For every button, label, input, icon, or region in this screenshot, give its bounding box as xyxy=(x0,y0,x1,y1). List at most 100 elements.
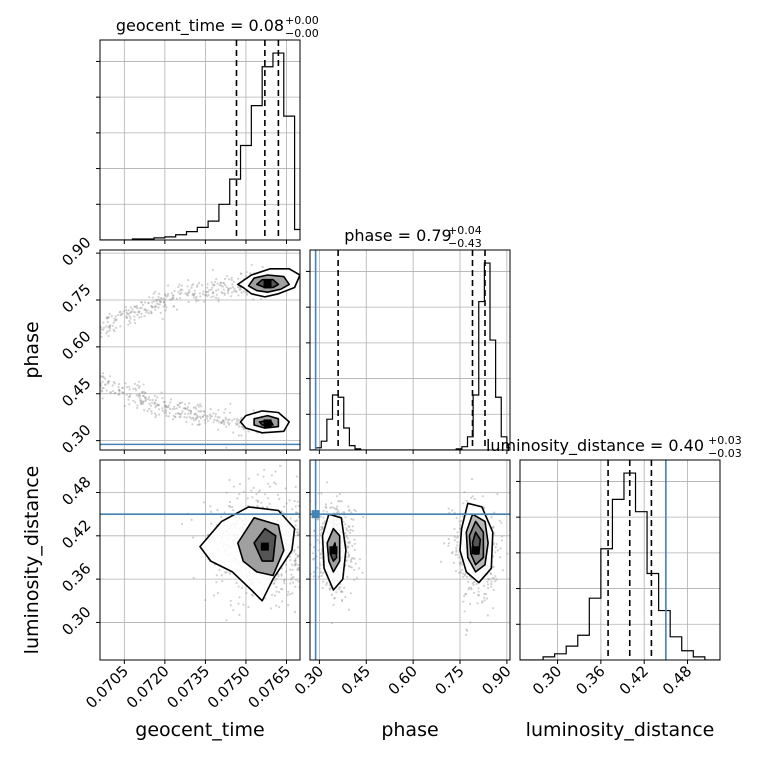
scatter-point xyxy=(297,554,300,557)
scatter-point xyxy=(146,410,149,413)
scatter-point xyxy=(330,593,333,597)
scatter-point xyxy=(198,423,201,426)
scatter-point xyxy=(225,571,228,574)
scatter-point xyxy=(154,399,157,402)
scatter-point xyxy=(93,376,95,378)
scatter-point xyxy=(233,418,236,421)
scatter-point xyxy=(178,402,182,405)
scatter-point xyxy=(212,421,215,424)
scatter-point xyxy=(174,412,177,416)
scatter-point xyxy=(154,308,157,311)
scatter-point xyxy=(227,290,230,293)
scatter-point xyxy=(101,387,104,390)
scatter-point xyxy=(262,475,265,478)
scatter-point xyxy=(222,288,225,291)
scatter-point xyxy=(200,405,203,408)
scatter-point xyxy=(320,528,323,531)
scatter-point xyxy=(143,308,146,311)
scatter-point xyxy=(255,499,258,502)
scatter-point xyxy=(144,309,148,312)
scatter-point xyxy=(270,593,274,597)
scatter-point xyxy=(229,599,232,602)
scatter-point xyxy=(171,298,174,301)
scatter-point xyxy=(226,421,229,424)
scatter-point xyxy=(94,333,96,335)
y-tick-label: 0.30 xyxy=(58,603,94,639)
scatter-point xyxy=(155,298,158,301)
scatter-point xyxy=(95,377,97,379)
scatter-point xyxy=(140,402,143,405)
scatter-point xyxy=(140,400,143,403)
scatter-point xyxy=(151,301,154,304)
scatter-point xyxy=(102,328,105,331)
scatter-point xyxy=(463,594,466,598)
scatter-point xyxy=(297,567,300,570)
scatter-point xyxy=(455,549,458,552)
scatter-point xyxy=(108,312,111,316)
scatter-point xyxy=(198,415,202,418)
scatter-point xyxy=(220,420,223,424)
scatter-point xyxy=(322,580,325,583)
scatter-point xyxy=(477,590,480,593)
scatter-point xyxy=(250,263,253,266)
density-peak xyxy=(329,546,338,555)
scatter-point xyxy=(217,416,220,419)
scatter-point xyxy=(447,542,451,545)
scatter-point xyxy=(204,421,207,425)
scatter-point xyxy=(325,583,328,586)
scatter-point xyxy=(340,590,343,594)
scatter-point xyxy=(128,403,131,406)
scatter-point xyxy=(167,406,170,409)
scatter-point xyxy=(232,609,235,612)
scatter-point xyxy=(164,303,167,306)
scatter-point xyxy=(354,509,357,513)
scatter-point xyxy=(149,399,152,402)
scatter-point xyxy=(190,286,193,289)
y-tick-label: 0.36 xyxy=(58,559,94,595)
scatter-point xyxy=(114,315,117,318)
scatter-point xyxy=(194,297,198,300)
scatter-point xyxy=(247,430,250,433)
scatter-point xyxy=(460,519,463,522)
scatter-point xyxy=(97,318,99,320)
scatter-point xyxy=(218,416,221,419)
scatter-point xyxy=(459,561,463,565)
scatter-point xyxy=(173,289,176,293)
scatter-point xyxy=(300,538,302,540)
scatter-point xyxy=(307,539,309,541)
scatter-point xyxy=(136,384,139,387)
scatter-point xyxy=(295,475,298,478)
scatter-point xyxy=(294,557,297,560)
scatter-point xyxy=(89,375,91,377)
scatter-point xyxy=(143,315,146,318)
scatter-point xyxy=(443,542,446,545)
scatter-point xyxy=(79,368,81,370)
scatter-point xyxy=(179,415,182,418)
scatter-point xyxy=(82,367,84,369)
scatter-point xyxy=(287,604,290,607)
scatter-point xyxy=(134,322,137,325)
scatter-point xyxy=(163,301,166,304)
scatter-point xyxy=(153,412,157,415)
scatter-point xyxy=(352,557,355,560)
scatter-point xyxy=(235,582,238,585)
scatter-point xyxy=(347,564,350,568)
scatter-point xyxy=(256,504,259,507)
panel-frame xyxy=(99,459,301,661)
scatter-point xyxy=(137,310,140,314)
scatter-point xyxy=(289,578,293,581)
scatter-point xyxy=(215,278,218,281)
scatter-point xyxy=(284,570,287,573)
scatter-point xyxy=(209,505,212,508)
scatter-point xyxy=(465,633,468,636)
scatter-point xyxy=(328,584,331,587)
scatter-point xyxy=(101,397,104,400)
scatter-point xyxy=(346,541,350,544)
scatter-point xyxy=(319,570,322,573)
scatter-point xyxy=(462,572,465,575)
scatter-point xyxy=(113,319,116,322)
scatter-point xyxy=(154,416,157,419)
scatter-point xyxy=(246,293,249,296)
scatter-point xyxy=(165,409,168,413)
scatter-point xyxy=(321,586,324,590)
